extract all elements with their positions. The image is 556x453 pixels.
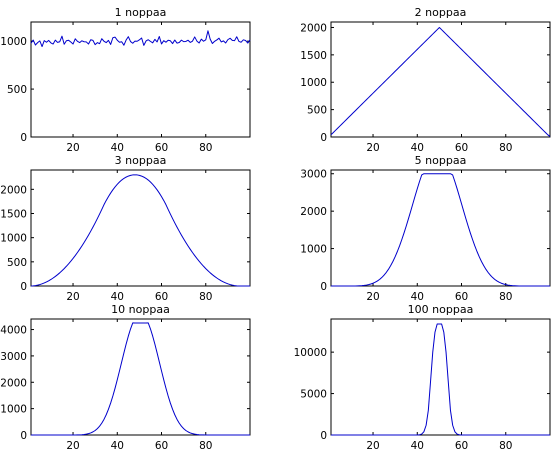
y-tick-label: 3000 [0, 351, 27, 363]
axes-box [330, 169, 551, 287]
x-tick-label: 80 [499, 291, 512, 303]
x-tick-label: 40 [111, 142, 124, 154]
x-tick-label: 20 [366, 440, 379, 452]
y-tick-label: 1000 [300, 77, 327, 89]
y-tick-label: 1000 [300, 244, 327, 256]
y-tick-label: 1000 [0, 233, 27, 245]
x-tick-label: 20 [66, 142, 79, 154]
x-tick-label: 80 [199, 142, 212, 154]
x-tick-label: 60 [455, 440, 468, 452]
x-tick-label: 20 [66, 291, 79, 303]
y-tick-label: 0 [20, 281, 27, 293]
y-tick-label: 2000 [300, 206, 327, 218]
axes-box [30, 318, 251, 436]
x-tick-label: 20 [66, 440, 79, 452]
x-tick-label: 60 [455, 142, 468, 154]
x-tick-label: 40 [411, 440, 424, 452]
y-tick-label: 1000 [0, 404, 27, 416]
y-tick-label: 2000 [0, 184, 27, 196]
y-tick-label: 2000 [0, 377, 27, 389]
axes-box [30, 21, 251, 138]
x-tick-label: 80 [199, 440, 212, 452]
y-tick-label: 1000 [0, 36, 27, 48]
subplot-4: 5 noppaa 20 40 60 80 0 1000 2000 3000 [300, 154, 551, 303]
series-line-1 [30, 30, 251, 48]
series-line-1 [330, 26, 551, 137]
chart-title: 2 noppaa [415, 6, 467, 19]
x-tick-label: 80 [499, 440, 512, 452]
subplot-3: 3 noppaa 20 40 60 80 0 500 1000 1500 2000 [0, 154, 251, 303]
subplot-5: 10 noppaa 20 40 60 80 0 1000 2000 3000 4000 [0, 303, 251, 452]
y-tick-label: 0 [320, 132, 327, 144]
y-tick-label: 10000 [294, 347, 327, 359]
chart-title: 5 noppaa [415, 154, 467, 167]
axes-box [30, 169, 251, 287]
subplot-6: 100 noppaa 20 40 60 80 0 5000 10000 [294, 303, 551, 452]
y-tick-label: 500 [7, 84, 27, 96]
chart-title: 3 noppaa [115, 154, 167, 167]
x-tick-label: 60 [155, 291, 168, 303]
x-tick-label: 60 [155, 440, 168, 452]
y-tick-label: 0 [20, 430, 27, 442]
series-line-1 [331, 173, 550, 287]
series-line-1 [331, 323, 550, 436]
subplot-1: 1 noppaa 20 40 60 80 0 500 1000 [0, 6, 251, 154]
y-tick-label: 2000 [300, 22, 327, 34]
chart-title: 1 noppaa [115, 6, 167, 19]
axes-box [330, 318, 551, 436]
series-line-1 [30, 174, 250, 287]
y-tick-label: 3000 [300, 169, 327, 181]
x-tick-label: 20 [366, 291, 379, 303]
x-tick-label: 60 [455, 291, 468, 303]
x-tick-label: 40 [111, 440, 124, 452]
chart-title: 10 noppaa [111, 303, 170, 316]
y-tick-label: 500 [7, 257, 27, 269]
x-tick-label: 40 [411, 291, 424, 303]
y-tick-label: 500 [307, 105, 327, 117]
y-tick-label: 0 [20, 132, 27, 144]
chart-title: 100 noppaa [408, 303, 474, 316]
series-line-1 [31, 322, 250, 436]
subplot-2: 2 noppaa 20 40 60 80 0 500 1000 1500 2000 [300, 6, 551, 154]
x-tick-label: 40 [111, 291, 124, 303]
axes-box [330, 21, 551, 138]
y-tick-label: 1500 [300, 50, 327, 62]
x-tick-label: 20 [366, 142, 379, 154]
x-tick-label: 80 [199, 291, 212, 303]
x-tick-label: 60 [155, 142, 168, 154]
y-tick-label: 1500 [0, 209, 27, 221]
y-tick-label: 0 [320, 281, 327, 293]
y-tick-label: 0 [320, 430, 327, 442]
x-tick-label: 80 [499, 142, 512, 154]
x-tick-label: 40 [411, 142, 424, 154]
y-tick-label: 5000 [300, 389, 327, 401]
y-tick-label: 4000 [0, 325, 27, 337]
